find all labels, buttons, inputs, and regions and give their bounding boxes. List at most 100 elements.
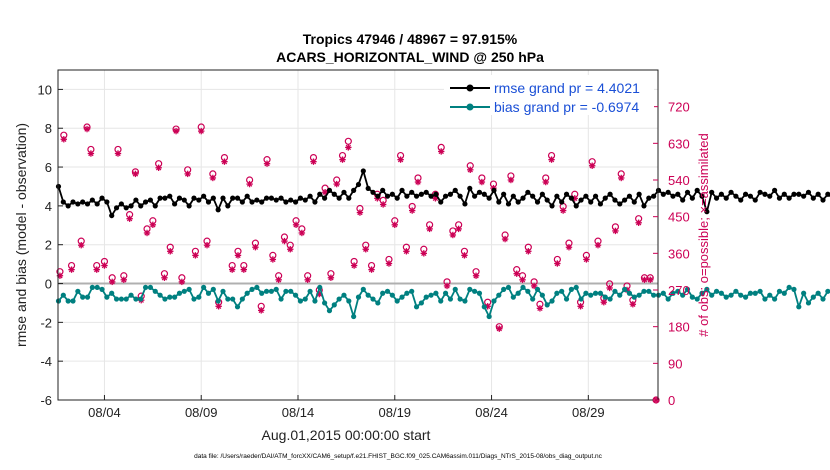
bias-point: [592, 290, 599, 296]
bias-point: [380, 290, 386, 296]
bias-point: [186, 286, 192, 292]
rmse-point: [530, 193, 536, 199]
rmse-point: [239, 199, 245, 205]
y-tick-label: 0: [45, 277, 52, 292]
bias-point: [326, 308, 333, 314]
obs-assimilated-stroke: [299, 230, 305, 236]
obs-assimilated-stroke: [531, 283, 537, 289]
y-tick-label: 4: [45, 199, 52, 214]
rmse-point: [104, 199, 110, 205]
rmse-point: [563, 191, 570, 197]
rmse-point: [428, 193, 434, 199]
rmse-point: [801, 193, 807, 199]
rmse-point: [452, 187, 458, 193]
bias-point: [472, 288, 478, 294]
obs-assimilated-stroke: [68, 266, 75, 273]
bias-point: [99, 286, 105, 292]
obs-assimilated-marker: [548, 156, 555, 163]
x-tick-label: 08/24: [475, 405, 508, 420]
rmse-point: [675, 191, 681, 197]
obs-assimilated-stroke: [426, 226, 433, 232]
rmse-point: [230, 195, 236, 201]
rmse-point: [631, 199, 637, 205]
obs-assimilated-marker: [275, 276, 282, 284]
obs-assimilated-marker: [426, 225, 433, 233]
obs-assimilated-stroke: [304, 277, 311, 283]
bias-point: [810, 294, 816, 300]
obs-assimilated-stroke: [179, 279, 185, 285]
bias-point: [394, 298, 400, 304]
obs-assimilated-marker: [143, 229, 151, 237]
obs-assimilated-stroke: [345, 144, 352, 151]
bias-point: [239, 296, 245, 302]
rmse-point: [660, 191, 666, 197]
bias-point: [544, 302, 550, 308]
rmse-point: [776, 195, 783, 201]
y-tick-label: 10: [38, 82, 52, 97]
obs-assimilated-marker: [635, 219, 642, 226]
rmse-point: [167, 193, 173, 199]
rmse-point: [234, 195, 241, 201]
rmse-point: [733, 193, 739, 199]
obs-assimilated-marker: [530, 282, 538, 290]
obs-assimilated-marker: [600, 299, 608, 306]
bias-point: [617, 292, 623, 298]
rmse-point: [99, 195, 105, 201]
bias-point: [588, 292, 594, 298]
bias-point: [176, 290, 183, 296]
obs-assimilated-stroke: [589, 163, 595, 169]
obs-assimilated-stroke: [514, 271, 520, 277]
bias-point: [776, 288, 783, 294]
obs-assimilated-stroke: [554, 260, 561, 267]
rmse-point: [418, 191, 424, 197]
rmse-point: [510, 193, 516, 199]
bias-point: [230, 296, 236, 302]
rmse-point: [622, 197, 628, 203]
obs-assimilated-marker: [228, 266, 236, 273]
obs-assimilated-stroke: [184, 171, 191, 177]
obs-assimilated-stroke: [647, 277, 653, 283]
obs-assimilated-marker: [209, 174, 217, 182]
bias-point: [641, 288, 647, 294]
obs-assimilated-stroke: [310, 158, 317, 165]
bias-point: [505, 284, 512, 291]
obs-assimilated-marker: [501, 235, 509, 243]
bias-point: [220, 288, 226, 294]
obs-assimilated-stroke: [455, 226, 462, 232]
obs-assimilated-marker: [120, 276, 128, 284]
bias-point: [554, 290, 560, 296]
obs-count-markers: [56, 123, 660, 404]
obs-assimilated-marker: [108, 278, 116, 286]
obs-assimilated-stroke: [334, 181, 340, 187]
rmse-point: [317, 191, 323, 197]
rmse-point: [336, 195, 342, 201]
obs-assimilated-stroke: [61, 136, 67, 142]
y2-tick-label: 180: [668, 320, 690, 335]
rmse-point: [728, 189, 734, 195]
obs-assimilated-marker: [449, 231, 457, 239]
y2-tick-label: 540: [668, 173, 690, 188]
rmse-point: [573, 203, 579, 209]
rmse-point: [307, 193, 313, 199]
bias-point: [263, 288, 270, 294]
rmse-point: [394, 195, 400, 201]
obs-assimilated-stroke: [229, 266, 235, 273]
bias-point: [607, 296, 613, 302]
x-tick-label: 08/19: [379, 405, 412, 420]
obs-assimilated-marker: [385, 260, 393, 267]
bias-point: [626, 290, 633, 296]
obs-assimilated-stroke: [88, 150, 94, 157]
rmse-point: [273, 197, 279, 203]
rmse-point: [404, 193, 410, 199]
obs-assimilated-marker: [414, 178, 422, 186]
bias-point: [559, 288, 565, 294]
rmse-point: [413, 193, 420, 199]
obs-assimilated-stroke: [221, 158, 228, 165]
bias-point: [757, 288, 763, 294]
bias-point: [167, 294, 173, 300]
rmse-point: [138, 203, 144, 209]
bias-point: [825, 288, 830, 294]
rmse-point: [176, 195, 183, 201]
rmse-point: [491, 187, 497, 193]
bias-point: [249, 286, 255, 292]
